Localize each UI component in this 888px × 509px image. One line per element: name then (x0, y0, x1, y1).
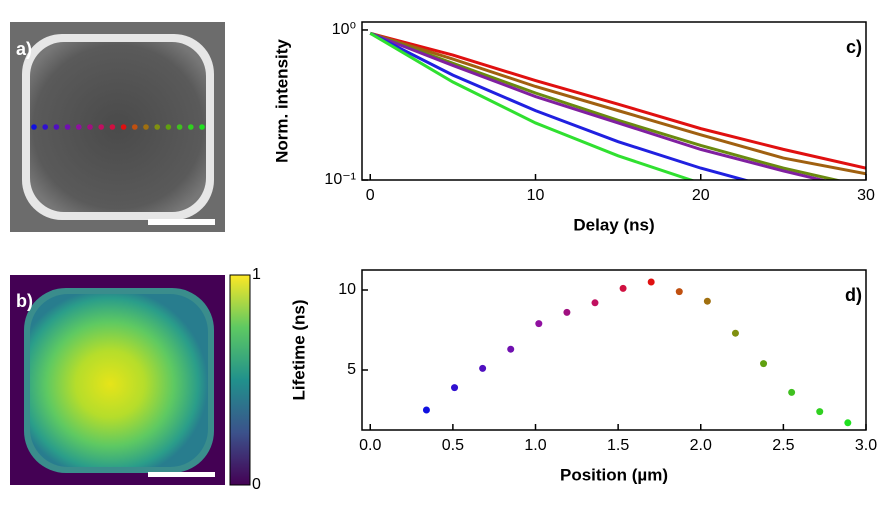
x-tick-label: 0 (366, 187, 375, 204)
plot-frame (361, 269, 867, 431)
y-tick-label: 10⁻¹ (324, 171, 356, 188)
position-dot (53, 124, 60, 130)
panel-label: d) (845, 285, 862, 305)
lifetime-point (760, 360, 768, 368)
x-tick-label: 0.5 (442, 437, 464, 454)
decay-curve (369, 31, 866, 176)
lifetime-point (844, 419, 852, 427)
decay-curve (369, 31, 829, 180)
lifetime-point (619, 284, 627, 292)
decay-curve (369, 31, 751, 180)
x-tick-label: 0.0 (359, 437, 381, 454)
lifetime-point (816, 408, 824, 416)
x-tick-label: 10 (527, 187, 545, 204)
colorbar (229, 274, 251, 486)
decay-curve (369, 31, 866, 170)
x-axis-label: Delay (ns) (573, 215, 654, 234)
lifetime-point (647, 278, 655, 286)
x-tick-label: 20 (692, 187, 710, 204)
position-dot (76, 124, 82, 130)
lifetime-point (591, 299, 599, 307)
position-dot (132, 124, 138, 130)
lifetime-point (788, 388, 796, 396)
position-dot (109, 124, 116, 130)
position-dot (188, 124, 194, 130)
x-tick-label: 30 (857, 187, 875, 204)
plot-frame (361, 21, 867, 181)
colorbar-tick-label: 0 (252, 476, 261, 493)
position-dot (120, 124, 127, 130)
decay-curve (369, 32, 696, 180)
position-dot (199, 124, 205, 130)
position-dot (165, 124, 172, 130)
x-tick-label: 3.0 (855, 437, 877, 454)
position-dot (154, 124, 160, 130)
x-tick-label: 1.0 (524, 437, 546, 454)
position-dot (176, 124, 183, 130)
y-tick-label: 10 (338, 281, 356, 298)
y-axis-label: Norm. intensity (272, 39, 291, 163)
colorbar-tick-label: 1 (252, 266, 261, 283)
lifetime-point (451, 384, 459, 392)
position-dot (31, 124, 37, 130)
x-tick-label: 2.5 (772, 437, 794, 454)
lifetime-point (675, 288, 683, 296)
y-axis-label: Lifetime (ns) (289, 299, 308, 400)
y-tick-label: 10⁰ (332, 21, 356, 38)
panel-label: a) (16, 39, 32, 59)
position-dot (143, 124, 149, 130)
position-dots (31, 124, 205, 130)
x-tick-label: 2.0 (690, 437, 712, 454)
decay-curve (369, 31, 843, 180)
lifetime-point (507, 345, 515, 353)
position-dot (64, 124, 71, 130)
lifetime-point (703, 297, 711, 305)
lifetime-point (422, 406, 430, 414)
lifetime-point (535, 320, 543, 328)
lifetime-point (479, 364, 487, 372)
lifetime-point (563, 308, 571, 316)
x-axis-label: Position (µm) (560, 465, 668, 484)
lifetime-point (731, 329, 739, 337)
x-tick-label: 1.5 (607, 437, 629, 454)
panel-label: c) (846, 37, 862, 57)
y-tick-label: 5 (347, 361, 356, 378)
position-dot (98, 124, 104, 130)
position-dot (87, 124, 93, 130)
panel-label: b) (16, 291, 33, 311)
position-dot (42, 124, 48, 130)
lifetime-map (10, 275, 225, 485)
